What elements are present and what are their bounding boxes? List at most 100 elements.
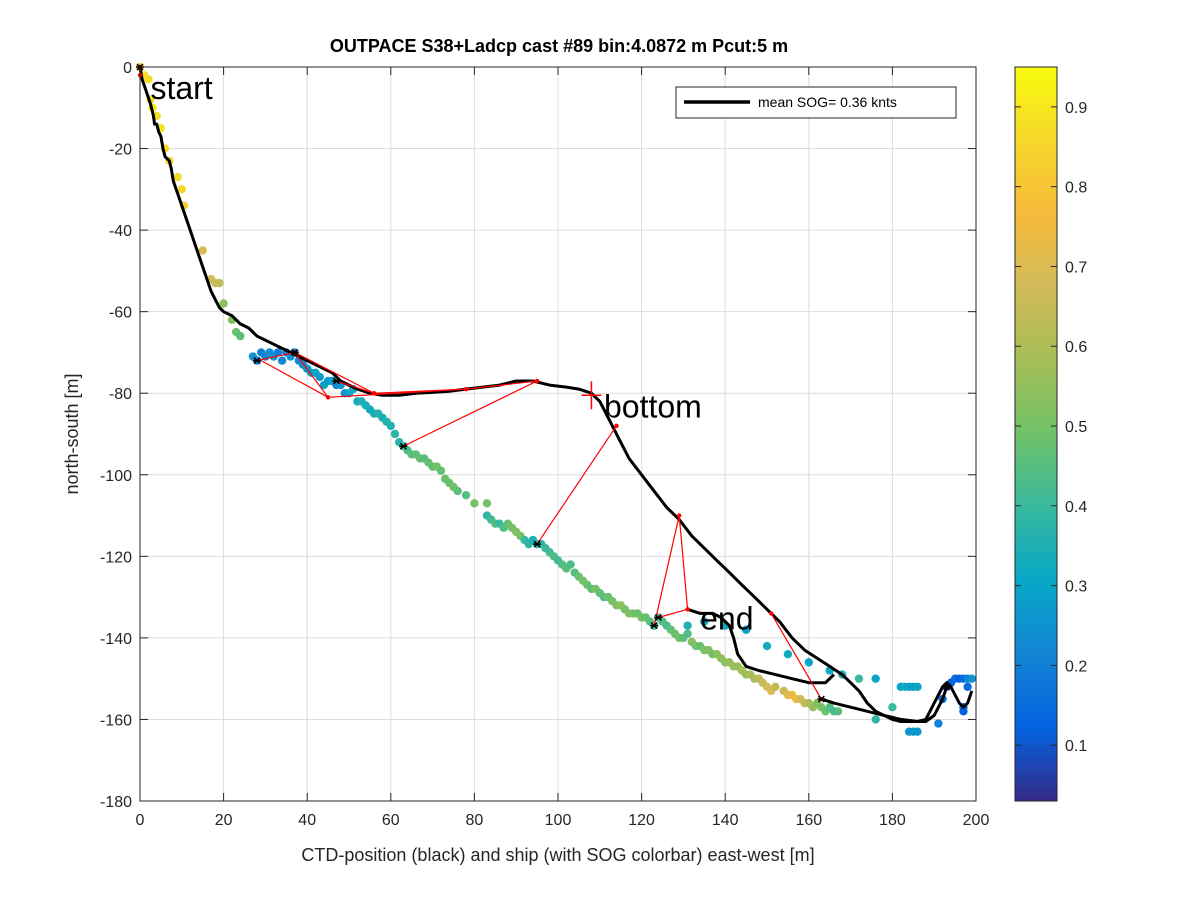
y-tick-label: -80 xyxy=(109,386,132,403)
ship-point xyxy=(566,560,575,569)
y-tick-label: -20 xyxy=(109,142,132,159)
ship-point xyxy=(198,246,207,255)
ship-point xyxy=(144,75,153,84)
ship-point xyxy=(315,372,324,382)
ship-point xyxy=(683,629,692,639)
red-segment xyxy=(336,380,375,394)
ship-point xyxy=(871,674,880,683)
x-tick-label: 60 xyxy=(382,812,400,829)
colorbar-tick-label: 0.3 xyxy=(1065,579,1087,596)
red-segment xyxy=(678,515,689,610)
ship-point xyxy=(470,499,479,508)
red-point xyxy=(768,611,774,616)
y-tick-label: -160 xyxy=(100,712,132,729)
ship-point xyxy=(173,172,182,182)
ship-point xyxy=(219,299,228,308)
black-mark xyxy=(332,377,341,385)
ship-point xyxy=(783,650,793,659)
ship-point xyxy=(177,185,186,194)
ship-point xyxy=(959,707,968,716)
annotation-end: end xyxy=(700,600,753,636)
y-tick-label: -40 xyxy=(109,223,132,240)
red-point xyxy=(685,607,690,612)
ship-point xyxy=(854,674,864,683)
red-segment xyxy=(770,613,822,700)
red-point xyxy=(325,395,331,400)
red-segment xyxy=(374,388,467,394)
colorbar: 0.1 0.2 0.3 0.4 0.5 0.6 0.7 0.8 0.9 xyxy=(1014,66,1087,802)
colorbar-tick-label: 0.5 xyxy=(1065,419,1087,436)
ctd-track-line-2 xyxy=(687,607,835,685)
x-tick-label: 80 xyxy=(466,812,484,829)
ship-point xyxy=(741,625,751,634)
colorbar-ticks: 0.1 0.2 0.3 0.4 0.5 0.6 0.7 0.8 0.9 xyxy=(1015,100,1087,755)
x-tick-label: 140 xyxy=(712,812,739,829)
black-mark xyxy=(817,695,826,703)
x-tick-label: 20 xyxy=(215,812,233,829)
red-point xyxy=(463,386,469,392)
colorbar-tick-label: 0.2 xyxy=(1065,658,1087,675)
ship-points xyxy=(135,62,977,736)
ship-point xyxy=(277,356,287,365)
black-mark xyxy=(253,357,262,365)
red-point xyxy=(677,513,682,518)
annotation-bottom: bottom xyxy=(604,388,702,424)
ship-point xyxy=(683,621,692,630)
black-mark xyxy=(290,348,299,356)
ship-point xyxy=(804,658,813,667)
ship-point xyxy=(934,719,943,728)
red-segment xyxy=(403,380,538,447)
ship-point xyxy=(215,278,224,288)
legend: mean SOG= 0.36 knts xyxy=(675,86,957,119)
y-tick-label: 0 xyxy=(123,60,132,77)
ship-point xyxy=(386,421,395,431)
red-segment xyxy=(294,352,329,398)
ship-point xyxy=(436,466,446,475)
red-point xyxy=(534,378,540,384)
ship-point xyxy=(888,703,897,712)
colorbar-tick-label: 0.8 xyxy=(1065,180,1087,197)
colorbar-gradient xyxy=(1014,66,1058,802)
ship-point xyxy=(871,715,880,724)
black-mark xyxy=(533,540,542,548)
x-axis-label: CTD-position (black) and ship (with SOG … xyxy=(301,845,814,865)
x-tick-label: 40 xyxy=(298,812,316,829)
colorbar-tick-label: 0.1 xyxy=(1065,738,1087,755)
red-segment xyxy=(294,351,375,394)
red-segment xyxy=(658,608,688,619)
ship-point xyxy=(963,682,972,692)
y-tick-label: -180 xyxy=(100,794,132,811)
legend-entry: mean SOG= 0.36 knts xyxy=(758,94,897,110)
colorbar-tick-label: 0.9 xyxy=(1065,100,1087,117)
black-mark xyxy=(942,683,951,691)
colorbar-tick-label: 0.7 xyxy=(1065,259,1087,276)
black-mark xyxy=(654,613,663,622)
ship-point xyxy=(967,674,977,683)
chart-title: OUTPACE S38+Ladcp cast #89 bin:4.0872 m … xyxy=(330,36,788,56)
colorbar-tick-label: 0.4 xyxy=(1065,499,1087,516)
x-tick-label: 160 xyxy=(795,812,822,829)
ship-point xyxy=(453,486,462,496)
red-segment xyxy=(465,380,538,390)
x-tick-label: 120 xyxy=(628,812,655,829)
ship-point xyxy=(236,331,245,341)
ship-point xyxy=(461,490,471,500)
ctd-track-line-3 xyxy=(820,686,949,723)
red-segment xyxy=(536,425,618,545)
y-axis-ticks: -180 -160 -140 -120 -100 -80 -60 -40 -20 0 xyxy=(100,60,976,811)
x-tick-label: 0 xyxy=(136,812,145,829)
red-segment xyxy=(653,515,680,626)
ship-point xyxy=(762,641,772,651)
ship-point xyxy=(771,682,780,692)
y-tick-label: -140 xyxy=(100,631,132,648)
red-point xyxy=(614,423,619,429)
red-point xyxy=(371,391,377,396)
y-tick-label: -60 xyxy=(109,305,132,322)
black-mark xyxy=(399,442,408,450)
bottom-marker xyxy=(581,381,602,410)
red-segment xyxy=(256,351,295,362)
x-tick-label: 200 xyxy=(963,812,990,829)
black-mark xyxy=(650,622,659,630)
x-tick-label: 100 xyxy=(545,812,572,829)
